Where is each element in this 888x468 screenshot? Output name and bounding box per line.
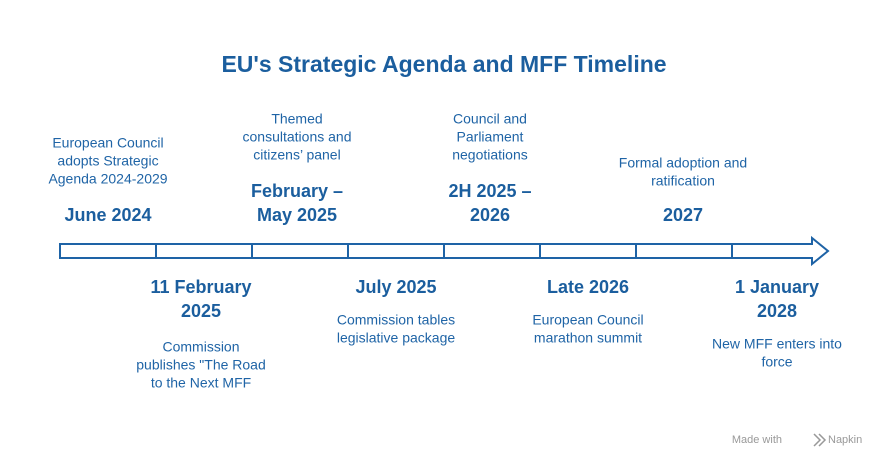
event-date: 11 February bbox=[150, 277, 251, 297]
event-description: Council and bbox=[453, 111, 527, 127]
event-description: Commission bbox=[162, 339, 239, 355]
event-date: 1 January bbox=[735, 277, 819, 297]
timeline-dividers bbox=[155, 244, 733, 258]
event-description: Parliament bbox=[457, 129, 524, 145]
event-description: legislative package bbox=[337, 330, 456, 346]
event-date: July 2025 bbox=[355, 277, 436, 297]
event-description: to the Next MFF bbox=[151, 375, 251, 391]
event-date: February – bbox=[251, 181, 343, 201]
event-description: ratification bbox=[651, 173, 715, 189]
event-description: New MFF enters into bbox=[712, 336, 842, 352]
event-date: 2H 2025 – bbox=[448, 181, 531, 201]
event-description: force bbox=[761, 354, 792, 370]
napkin-logo bbox=[813, 433, 827, 447]
event-date: 2028 bbox=[757, 301, 797, 321]
event-description: publishes "The Road bbox=[136, 357, 266, 373]
footer-brand: Napkin bbox=[828, 434, 862, 446]
event-description: Themed bbox=[271, 111, 322, 127]
event-description: European Council bbox=[52, 135, 163, 151]
event-date: 2027 bbox=[663, 205, 703, 225]
event-date: 2026 bbox=[470, 205, 510, 225]
event-description: negotiations bbox=[452, 147, 528, 163]
event-description: adopts Strategic bbox=[57, 153, 158, 169]
event-description: Commission tables bbox=[337, 312, 455, 328]
event-description: European Council bbox=[532, 312, 643, 328]
event-date: May 2025 bbox=[257, 205, 337, 225]
events: June 2024 European Council adopts Strategi… bbox=[48, 111, 842, 391]
event-description: consultations and bbox=[243, 129, 352, 145]
event-description: citizens’ panel bbox=[253, 147, 340, 163]
event-date: June 2024 bbox=[64, 205, 151, 225]
event-description: Agenda 2024-2029 bbox=[48, 171, 167, 187]
event-description: marathon summit bbox=[534, 330, 642, 346]
title: EU's Strategic Agenda and MFF Timeline bbox=[221, 51, 666, 77]
event-description: Formal adoption and bbox=[619, 155, 747, 171]
event-date: 2025 bbox=[181, 301, 221, 321]
event-date: Late 2026 bbox=[547, 277, 629, 297]
footer-prefix: Made with bbox=[732, 434, 782, 446]
